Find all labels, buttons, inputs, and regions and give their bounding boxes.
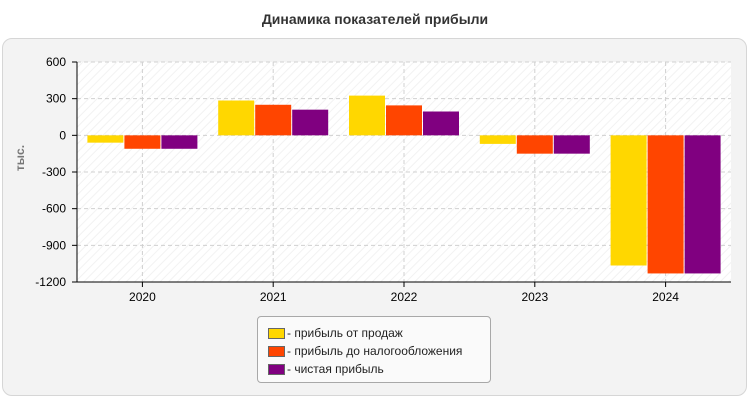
y-tick-label: -900	[42, 238, 66, 252]
bar	[292, 109, 329, 136]
y-tick-label: 300	[46, 92, 66, 106]
bar	[124, 135, 161, 149]
legend-text: прибыль до налогообложения	[294, 344, 463, 358]
bar	[87, 135, 124, 143]
chart-title: Динамика показателей прибыли	[261, 11, 489, 27]
y-tick-label: -1200	[35, 275, 66, 289]
y-axis-label: тыс.	[13, 145, 27, 171]
bar	[349, 95, 385, 136]
bar	[386, 105, 422, 136]
axes: 600 300 0 -300 -600 -900 -1200 2020 2021 2022 2023…	[35, 55, 731, 304]
y-tick-label: 600	[46, 55, 66, 69]
legend-text: прибыль от продаж	[294, 326, 403, 340]
legend: - прибыль от продаж - прибыль до налогоо…	[257, 316, 491, 383]
legend-label-pretax: - прибыль до налогообложения	[287, 344, 463, 358]
x-tick-label: 2021	[260, 290, 287, 304]
legend-item: - чистая прибыль	[268, 360, 490, 378]
y-tick-label: -300	[42, 165, 66, 179]
legend-swatch-pretax	[268, 345, 285, 357]
bar	[684, 135, 721, 274]
x-tick-label: 2024	[652, 290, 679, 304]
y-tick-label: -600	[42, 202, 66, 216]
legend-swatch-sales	[268, 327, 285, 339]
bar	[479, 135, 516, 144]
bar	[423, 111, 459, 136]
x-tick-label: 2022	[391, 290, 418, 304]
bar	[516, 135, 553, 154]
bar	[553, 135, 590, 154]
x-tick-label: 2023	[521, 290, 548, 304]
legend-item: - прибыль от продаж	[268, 324, 490, 342]
y-tick-label: 0	[59, 128, 66, 142]
bars	[87, 95, 721, 274]
legend-swatch-net	[268, 363, 285, 375]
legend-text: чистая прибыль	[294, 362, 384, 376]
bar	[647, 135, 684, 274]
bar	[161, 135, 198, 149]
legend-label-sales: - прибыль от продаж	[287, 326, 403, 340]
legend-label-net: - чистая прибыль	[287, 362, 384, 376]
bar	[218, 100, 255, 136]
bar	[255, 104, 292, 136]
x-tick-label: 2020	[129, 290, 156, 304]
legend-item: - прибыль до налогообложения	[268, 342, 490, 360]
bar	[610, 135, 647, 266]
